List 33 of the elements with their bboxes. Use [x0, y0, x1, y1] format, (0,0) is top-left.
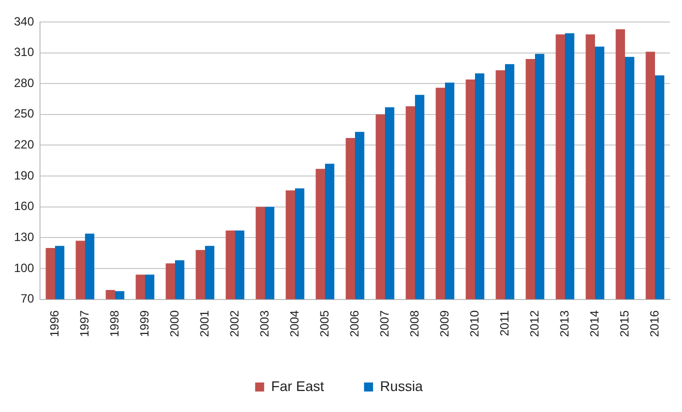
x-tick-label: 2015 — [617, 310, 632, 338]
legend-label: Far East — [271, 378, 324, 394]
y-tick-label: 310 — [14, 45, 34, 60]
x-tick-label: 2002 — [227, 310, 242, 338]
x-tick-label: 2014 — [587, 310, 602, 338]
x-tick-label: 1998 — [107, 310, 122, 338]
y-tick-label: 130 — [14, 230, 34, 244]
legend-label: Russia — [380, 378, 424, 394]
x-tick-label: 2010 — [467, 310, 482, 338]
y-tick-label: 250 — [14, 106, 34, 121]
x-tick-label: 2003 — [257, 310, 272, 338]
x-tick-label: 2005 — [317, 310, 332, 338]
x-tick-label: 2006 — [347, 310, 362, 338]
x-tick-label: 1996 — [47, 310, 62, 338]
y-tick-label: 100 — [14, 260, 34, 275]
x-tick-label: 2004 — [287, 310, 302, 338]
x-tick-label: 2011 — [497, 310, 512, 336]
y-tick-label: 160 — [14, 199, 34, 214]
x-tick-label: 2013 — [557, 310, 572, 338]
x-tick-label: 2007 — [377, 310, 392, 338]
x-tick-label: 2008 — [407, 310, 422, 338]
x-tick-label: 2001 — [197, 310, 212, 338]
y-tick-label: 190 — [14, 168, 34, 182]
y-tick-label: 280 — [14, 76, 34, 90]
x-tick-label: 1999 — [137, 310, 152, 338]
x-tick-label: 2009 — [437, 310, 452, 338]
x-tick-label: 2016 — [647, 310, 662, 338]
x-tick-label: 2000 — [167, 310, 182, 338]
y-tick-label: 220 — [14, 138, 34, 152]
x-tick-label: 1997 — [77, 310, 92, 338]
x-tick-label: 2012 — [527, 310, 542, 338]
y-tick-label: 70 — [20, 292, 34, 306]
y-tick-label: 340 — [14, 14, 34, 28]
